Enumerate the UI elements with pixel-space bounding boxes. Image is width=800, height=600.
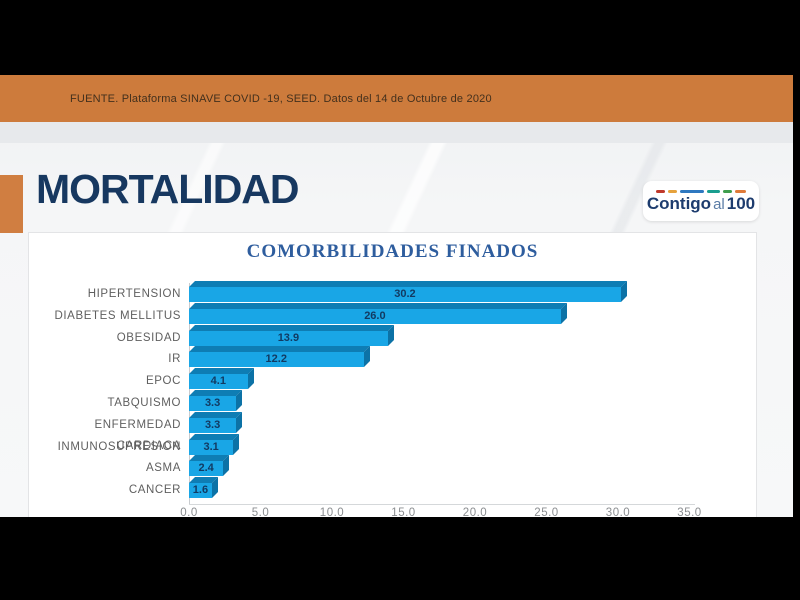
category-label: EPOC <box>146 375 181 388</box>
logo-dash <box>707 190 720 193</box>
category-label: TABQUISMO <box>107 397 181 409</box>
bar-diabetes-mellitus: 26.0 <box>189 308 561 324</box>
value-label: 2.4 <box>198 462 214 475</box>
logo-dash <box>680 190 704 193</box>
category-label: ASMA <box>146 462 181 475</box>
bar-asma: 2.4 <box>189 461 224 477</box>
bar-chart-plot: HIPERTENSION 30.2 DIABETES MELLITUS 26.0 OBE… <box>29 233 756 517</box>
source-band: FUENTE. Plataforma SINAVE COVID -19, SEE… <box>0 75 793 122</box>
category-label: ENFERMEDAD CARDIACA <box>94 418 181 452</box>
slide: FUENTE. Plataforma SINAVE COVID -19, SEE… <box>0 75 793 517</box>
value-label: 26.0 <box>364 309 386 322</box>
x-tick-label: 15.0 <box>391 507 416 517</box>
bar-epoc: 4.1 <box>189 374 248 390</box>
contigo-al-100-logo: Contigo al 100 <box>643 181 759 221</box>
logo-dash <box>723 190 732 193</box>
logo-text-al: al <box>713 196 725 213</box>
bar-tabquismo: 3.3 <box>189 396 237 411</box>
category-label: DIABETES MELLITUS <box>54 309 181 322</box>
x-tick-label: 0.0 <box>180 507 198 517</box>
x-axis-line <box>189 504 695 505</box>
category-label: INMUNOSUPRESION <box>57 440 181 453</box>
value-label: 3.3 <box>204 418 221 431</box>
page-title: MORTALIDAD <box>36 166 300 212</box>
value-label: 30.2 <box>394 288 416 300</box>
value-label: 13.9 <box>277 331 300 344</box>
value-label: 3.1 <box>203 440 219 453</box>
x-tick-label: 25.0 <box>534 507 559 517</box>
chart-panel: COMORBILIDADES FINADOS HIPERTENSION 30.2 D… <box>28 232 757 517</box>
title-accent-tab <box>0 175 23 233</box>
logo-dashes <box>656 190 746 193</box>
value-label: 1.6 <box>192 484 209 497</box>
sub-band-divider <box>0 122 793 143</box>
category-label: HIPERTENSION <box>87 288 181 300</box>
letterbox-right <box>793 0 800 600</box>
x-tick-label: 5.0 <box>251 507 270 517</box>
bar-obesidad: 13.9 <box>189 330 388 346</box>
logo-text-100: 100 <box>726 194 756 213</box>
logo-text-contigo: Contigo <box>646 194 712 213</box>
value-label: 3.3 <box>204 397 221 409</box>
value-label: 12.2 <box>265 353 287 366</box>
x-tick-label: 20.0 <box>462 507 488 517</box>
bar-hipertension: 30.2 <box>189 287 621 302</box>
bar-ir: 12.2 <box>189 352 364 368</box>
category-label: OBESIDAD <box>116 331 181 344</box>
letterbox-bottom <box>0 517 800 600</box>
category-label: IR <box>168 353 181 366</box>
logo-text: Contigo al 100 <box>647 195 755 212</box>
value-label: 4.1 <box>210 375 226 388</box>
x-tick-label: 30.0 <box>605 507 631 517</box>
x-tick-label: 10.0 <box>319 507 345 517</box>
logo-dash <box>656 190 665 193</box>
bar-enfermedad-cardiaca: 3.3 <box>189 417 237 433</box>
letterbox-top <box>0 0 800 75</box>
chart-title: COMORBILIDADES FINADOS <box>246 241 539 262</box>
bar-inmunosupresion: 3.1 <box>189 439 234 455</box>
logo-dash <box>735 190 746 193</box>
bar-cancer: 1.6 <box>189 483 212 499</box>
category-label: CANCER <box>128 484 181 497</box>
logo-dash <box>668 190 677 193</box>
source-text: FUENTE. Plataforma SINAVE COVID -19, SEE… <box>70 92 492 105</box>
x-tick-label: 35.0 <box>677 507 702 517</box>
